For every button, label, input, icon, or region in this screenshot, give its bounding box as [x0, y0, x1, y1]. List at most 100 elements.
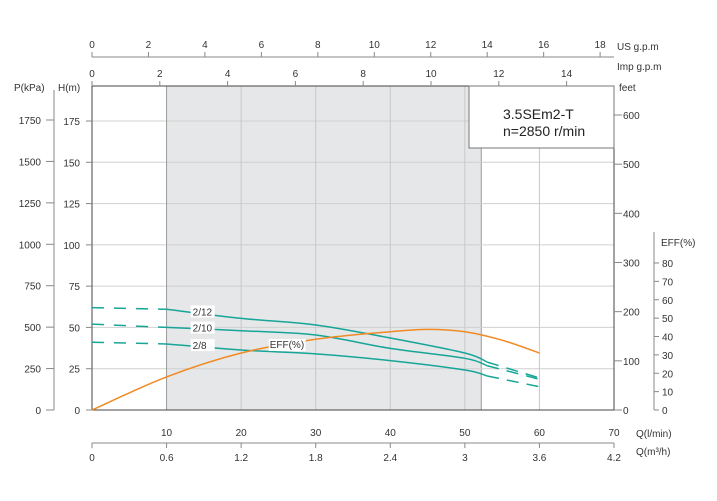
curve-label-bg — [190, 321, 215, 334]
curve-2-8-dashed-end — [487, 375, 540, 388]
us-gpm-tick-label: 2 — [146, 40, 152, 51]
curve-2-12-dashed-end — [487, 361, 540, 379]
h-tick-label: 75 — [69, 282, 81, 293]
eff-tick-label: 40 — [662, 333, 674, 344]
h-tick-label: 25 — [69, 365, 81, 376]
h-tick-label: 50 — [69, 323, 81, 334]
eff-tick-label: 10 — [662, 388, 674, 399]
us-gpm-tick-label: 12 — [425, 40, 437, 51]
p-axis-label: P(kPa) — [14, 83, 45, 94]
m3h-tick-label: 3.6 — [532, 453, 546, 464]
model-box: 3.5SEm2-T n=2850 r/min — [468, 85, 615, 149]
imp-gpm-tick-label: 8 — [360, 69, 366, 80]
curve-2-8 — [166, 343, 488, 377]
imp-gpm-tick-label: 6 — [293, 69, 299, 80]
q-tick-label: 30 — [310, 428, 322, 439]
h-tick-label: 150 — [63, 158, 80, 169]
h-tick-label: 100 — [63, 241, 80, 252]
feet-tick-label: 400 — [623, 209, 640, 220]
chart-title: 3.5SEm2-T — [503, 106, 574, 122]
curve-label-bg — [190, 339, 215, 352]
q-lmin-label: Q(l/min) — [636, 429, 672, 440]
q-tick-label: 20 — [236, 428, 248, 439]
curve-label: 2/12 — [193, 307, 213, 318]
curve-2-10-dashed-end — [487, 365, 540, 381]
axes: 0255075100125150175025050075010001250150… — [19, 40, 674, 464]
q-tick-label: 10 — [161, 428, 173, 439]
m3h-tick-label: 1.8 — [309, 453, 323, 464]
plot-frame — [91, 85, 615, 411]
curve-label: 2/10 — [193, 324, 213, 335]
axis-labels: US g.p.m Imp g.p.m P(kPa) H(m) feet EFF(… — [14, 42, 695, 458]
m3h-tick-label: 4.2 — [607, 453, 621, 464]
us-gpm-tick-label: 6 — [259, 40, 265, 51]
feet-tick-label: 500 — [623, 160, 640, 171]
feet-tick-label: 300 — [623, 259, 640, 270]
m3h-tick-label: 0.6 — [160, 453, 174, 464]
imp-gpm-label: Imp g.p.m — [617, 62, 661, 73]
us-gpm-tick-label: 14 — [482, 40, 494, 51]
h-axis-label: H(m) — [58, 83, 80, 94]
imp-gpm-tick-label: 14 — [561, 69, 573, 80]
h-tick-label: 125 — [63, 200, 80, 211]
m3h-tick-label: 2.4 — [383, 453, 397, 464]
h-tick-label: 175 — [63, 117, 80, 128]
q-m3h-label: Q(m³/h) — [636, 447, 670, 458]
p-tick-label: 1750 — [19, 116, 42, 127]
curve-2-10 — [166, 326, 488, 367]
q-tick-label: 60 — [534, 428, 546, 439]
curve-2-12 — [166, 308, 488, 363]
curve-2-10-dashed-start — [91, 323, 167, 329]
eff-tick-label: 70 — [662, 277, 674, 288]
eff-tick-label: 80 — [662, 259, 674, 270]
us-gpm-tick-label: 10 — [369, 40, 381, 51]
curve-efficiency — [91, 328, 540, 411]
q-tick-label: 50 — [459, 428, 471, 439]
m3h-tick-label: 0 — [89, 453, 95, 464]
us-gpm-tick-label: 4 — [202, 40, 208, 51]
us-gpm-tick-label: 16 — [538, 40, 550, 51]
feet-tick-label: 0 — [623, 406, 629, 417]
feet-tick-label: 100 — [623, 357, 640, 368]
p-tick-label: 1000 — [19, 240, 42, 251]
recommended-range-shade — [166, 86, 482, 410]
imp-gpm-tick-label: 10 — [425, 69, 437, 80]
p-tick-label: 1250 — [19, 199, 42, 210]
eff-tick-label: 30 — [662, 351, 674, 362]
p-tick-label: 500 — [24, 323, 41, 334]
curves: 2/12 2/10 2/8 EFF(%) — [91, 305, 540, 411]
eff-axis-label: EFF(%) — [661, 238, 695, 249]
eff-tick-label: 0 — [662, 406, 668, 417]
eff-tick-label: 60 — [662, 296, 674, 307]
p-tick-label: 750 — [24, 282, 41, 293]
eff-tick-label: 20 — [662, 369, 674, 380]
q-tick-label: 40 — [385, 428, 397, 439]
h-tick-label: 0 — [74, 406, 80, 417]
eff-curve-label: EFF(%) — [270, 340, 304, 351]
us-gpm-tick-label: 0 — [89, 40, 95, 51]
us-gpm-label: US g.p.m — [617, 42, 659, 53]
imp-gpm-tick-label: 12 — [493, 69, 505, 80]
curve-2-12-dashed-start — [91, 306, 167, 311]
curve-2-8-dashed-start — [91, 341, 167, 345]
us-gpm-tick-label: 18 — [595, 40, 607, 51]
us-gpm-tick-label: 8 — [315, 40, 321, 51]
m3h-tick-label: 3 — [462, 453, 468, 464]
m3h-tick-label: 1.2 — [234, 453, 248, 464]
q-tick-label: 70 — [608, 428, 620, 439]
imp-gpm-tick-label: 2 — [157, 69, 163, 80]
curve-label-bg — [190, 305, 215, 318]
feet-tick-label: 200 — [623, 308, 640, 319]
eff-label-bg — [268, 339, 306, 351]
feet-tick-label: 600 — [623, 111, 640, 122]
chart-subtitle: n=2850 r/min — [503, 123, 585, 139]
feet-axis-label: feet — [619, 83, 636, 94]
imp-gpm-tick-label: 0 — [89, 69, 95, 80]
curve-label: 2/8 — [193, 341, 207, 352]
p-tick-label: 250 — [24, 365, 41, 376]
imp-gpm-tick-label: 4 — [225, 69, 231, 80]
p-tick-label: 1500 — [19, 157, 42, 168]
eff-tick-label: 50 — [662, 314, 674, 325]
p-tick-label: 0 — [35, 406, 41, 417]
